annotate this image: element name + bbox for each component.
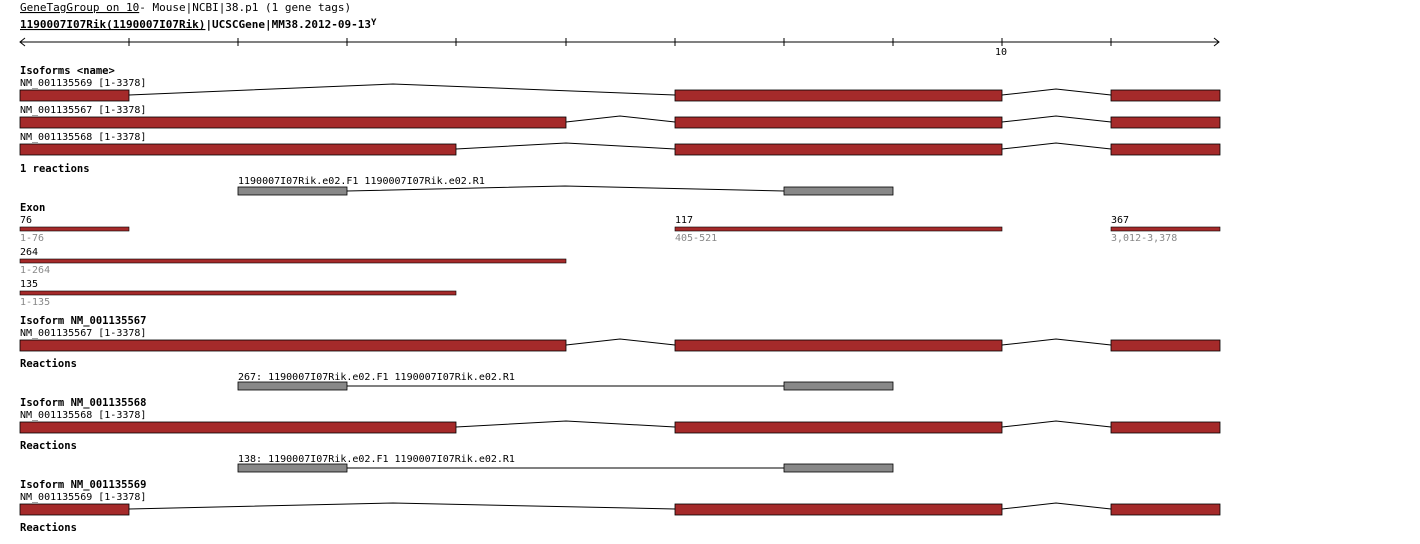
exon-117[interactable]: 117 405-521: [674, 215, 1003, 244]
amplicon-line: [346, 185, 785, 192]
reactions-heading: Reactions: [20, 522, 77, 534]
track-label: NM_001135567 [1-3378]: [20, 105, 146, 116]
reaction-main[interactable]: 1190007I07Rik.e02.F1 1190007I07Rik.e02.R…: [237, 176, 894, 196]
intron-line: [455, 420, 676, 428]
header-line-2-rest: |UCSCGene|MM38.2012-09-13: [205, 18, 371, 31]
exon-block[interactable]: [674, 116, 1003, 129]
reaction-568[interactable]: 138: 1190007I07Rik.e02.F1 1190007I07Rik.…: [237, 454, 894, 473]
isoform-569-heading: Isoform NM_001135569: [20, 479, 146, 491]
gene-link[interactable]: 1190007I07Rik(1190007I07Rik): [20, 18, 205, 31]
exon-range: 1-135: [20, 297, 50, 308]
isoform-567-heading: Isoform NM_001135567: [20, 315, 146, 327]
header-marker: Y: [371, 18, 377, 28]
exon-range: 1-264: [20, 265, 50, 276]
exon-block[interactable]: [674, 143, 1003, 156]
exon-bar[interactable]: [19, 258, 567, 264]
track-label: NM_001135568 [1-3378]: [20, 410, 146, 421]
exon-block[interactable]: [674, 89, 1003, 102]
exon-264[interactable]: 264 1-264: [19, 247, 567, 276]
header-line-1-rest: - Mouse|NCBI|38.p1 (1 gene tags): [139, 1, 351, 14]
primer-reverse[interactable]: [783, 463, 894, 473]
intron-line: [1001, 420, 1112, 428]
primer-forward[interactable]: [237, 463, 348, 473]
exon-bar[interactable]: [1110, 226, 1221, 232]
exon-length: 367: [1111, 215, 1129, 226]
exon-block[interactable]: [19, 116, 567, 129]
isoform-569-detail-track[interactable]: NM_001135569 [1-3378]: [19, 492, 1221, 516]
primer-reverse[interactable]: [783, 381, 894, 391]
exon-block[interactable]: [1110, 339, 1221, 352]
isoform-567-detail-track[interactable]: NM_001135567 [1-3378]: [19, 328, 1221, 352]
exon-range: 405-521: [675, 233, 717, 244]
isoform-track-568[interactable]: NM_001135568 [1-3378]: [19, 132, 1221, 156]
exon-block[interactable]: [19, 421, 457, 434]
track-label: NM_001135569 [1-3378]: [20, 78, 146, 89]
isoforms-heading: Isoforms <name>: [20, 65, 115, 77]
ruler-label: 10: [995, 47, 1007, 58]
intron-line: [1001, 142, 1112, 150]
intron-line: [565, 338, 676, 346]
intron-line: [455, 142, 676, 150]
exon-block[interactable]: [1110, 143, 1221, 156]
ruler: 10: [19, 37, 1220, 58]
primer-reverse[interactable]: [783, 186, 894, 196]
exon-length: 135: [20, 279, 38, 290]
primer-forward[interactable]: [237, 186, 348, 196]
exon-block[interactable]: [674, 421, 1003, 434]
exon-block[interactable]: [674, 503, 1003, 516]
intron-line: [1001, 338, 1112, 346]
reaction-label: 138: 1190007I07Rik.e02.F1 1190007I07Rik.…: [238, 454, 515, 465]
exon-block[interactable]: [19, 143, 457, 156]
track-label: NM_001135567 [1-3378]: [20, 328, 146, 339]
intron-line: [1001, 115, 1112, 123]
track-label: NM_001135569 [1-3378]: [20, 492, 146, 503]
exon-block[interactable]: [19, 89, 130, 102]
exon-range: 3,012-3,378: [1111, 233, 1177, 244]
ruler-right-arrow: [1213, 37, 1220, 47]
isoform-track-569[interactable]: NM_001135569 [1-3378]: [19, 78, 1221, 102]
exon-range: 1-76: [20, 233, 44, 244]
exon-bar[interactable]: [674, 226, 1003, 232]
track-label: NM_001135568 [1-3378]: [20, 132, 146, 143]
primer-forward[interactable]: [237, 381, 348, 391]
reaction-label: 267: 1190007I07Rik.e02.F1 1190007I07Rik.…: [238, 372, 515, 383]
exon-block[interactable]: [1110, 421, 1221, 434]
exon-135[interactable]: 135 1-135: [19, 279, 457, 308]
intron-line: [128, 83, 676, 96]
reactions-heading: Reactions: [20, 358, 77, 370]
intron-line: [128, 502, 676, 510]
intron-line: [565, 115, 676, 123]
exon-bar[interactable]: [19, 226, 130, 232]
exon-block[interactable]: [1110, 89, 1221, 102]
reaction-label: 1190007I07Rik.e02.F1 1190007I07Rik.e02.R…: [238, 176, 485, 187]
gene-tag-group-link[interactable]: GeneTagGroup on 10: [20, 1, 139, 14]
exon-block[interactable]: [1110, 503, 1221, 516]
ruler-left-arrow: [19, 37, 26, 47]
isoform-568-heading: Isoform NM_001135568: [20, 397, 146, 409]
header-line-1: GeneTagGroup on 10- Mouse|NCBI|38.p1 (1 …: [20, 1, 351, 14]
exon-heading: Exon: [20, 202, 45, 214]
intron-line: [1001, 88, 1112, 96]
reaction-567[interactable]: 267: 1190007I07Rik.e02.F1 1190007I07Rik.…: [237, 372, 894, 391]
header-line-2: 1190007I07Rik(1190007I07Rik)|UCSCGene|MM…: [20, 18, 377, 31]
exon-block[interactable]: [19, 503, 130, 516]
exon-block[interactable]: [19, 339, 567, 352]
exon-block[interactable]: [674, 339, 1003, 352]
reactions-heading: Reactions: [20, 440, 77, 452]
exon-367[interactable]: 367 3,012-3,378: [1110, 215, 1221, 244]
isoform-track-567[interactable]: NM_001135567 [1-3378]: [19, 105, 1221, 129]
intron-line: [1001, 502, 1112, 510]
exon-block[interactable]: [1110, 116, 1221, 129]
exon-length: 76: [20, 215, 32, 226]
reactions-count-heading: 1 reactions: [20, 163, 90, 175]
exon-76[interactable]: 76 1-76: [19, 215, 130, 244]
exon-length: 117: [675, 215, 693, 226]
exon-length: 264: [20, 247, 38, 258]
exon-bar[interactable]: [19, 290, 457, 296]
isoform-568-detail-track[interactable]: NM_001135568 [1-3378]: [19, 410, 1221, 434]
